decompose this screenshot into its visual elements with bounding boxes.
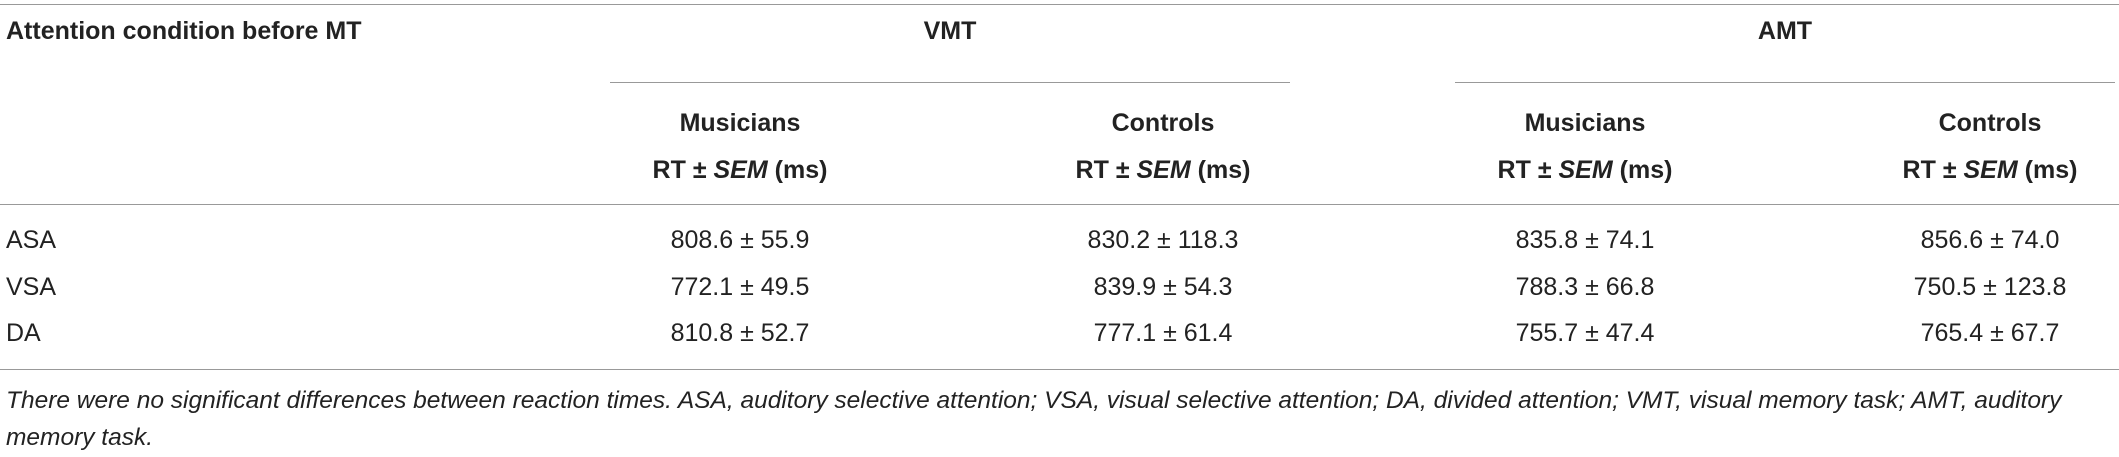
column-unit: RT ± SEM (ms): [653, 155, 828, 185]
cell: 810.8 ± 52.7: [670, 319, 810, 347]
corner-header: Attention condition before MT: [6, 17, 362, 45]
unit-part: RT ±: [1075, 156, 1130, 184]
unit-part: SEM: [1963, 156, 2018, 184]
cell: 830.2 ± 118.3: [1087, 226, 1239, 254]
unit-part: SEM: [713, 156, 768, 184]
cell: 772.1 ± 49.5: [670, 273, 810, 301]
cell: 750.5 ± 123.8: [1913, 273, 2067, 301]
unit-part: (ms): [2024, 156, 2078, 184]
row-label: VSA: [6, 273, 57, 301]
cell: 835.8 ± 74.1: [1515, 226, 1655, 254]
column-header: Musicians: [1524, 109, 1646, 137]
cell: 856.6 ± 74.0: [1920, 226, 2060, 254]
unit-part: SEM: [1558, 156, 1613, 184]
cell: 808.6 ± 55.9: [670, 226, 810, 254]
group-header: VMT: [923, 17, 977, 45]
row-label: DA: [6, 319, 41, 347]
unit-part: SEM: [1136, 156, 1191, 184]
column-unit: RT ± SEM (ms): [1903, 155, 2078, 185]
column-header: Controls: [1111, 109, 1215, 137]
unit-part: RT ±: [1902, 156, 1957, 184]
column-unit: RT ± SEM (ms): [1076, 155, 1251, 185]
column-header: Controls: [1938, 109, 2042, 137]
top-rule: [0, 4, 2119, 5]
cell: 765.4 ± 67.7: [1920, 319, 2060, 347]
cell: 755.7 ± 47.4: [1515, 319, 1655, 347]
group-rule: [1455, 82, 2115, 83]
unit-part: RT ±: [652, 156, 707, 184]
column-header: Musicians: [679, 109, 801, 137]
cell: 788.3 ± 66.8: [1515, 273, 1655, 301]
row-label: ASA: [6, 226, 57, 254]
footnote: There were no significant differences be…: [6, 387, 2062, 451]
unit-part: (ms): [1197, 156, 1251, 184]
unit-part: RT ±: [1497, 156, 1552, 184]
unit-part: (ms): [774, 156, 828, 184]
column-unit: RT ± SEM (ms): [1498, 155, 1673, 185]
group-rule: [610, 82, 1290, 83]
cell: 839.9 ± 54.3: [1093, 273, 1233, 301]
group-header: AMT: [1757, 17, 1813, 45]
cell: 777.1 ± 61.4: [1093, 319, 1233, 347]
bottom-rule: [0, 369, 2119, 370]
unit-part: (ms): [1619, 156, 1673, 184]
header-rule: [0, 204, 2119, 205]
